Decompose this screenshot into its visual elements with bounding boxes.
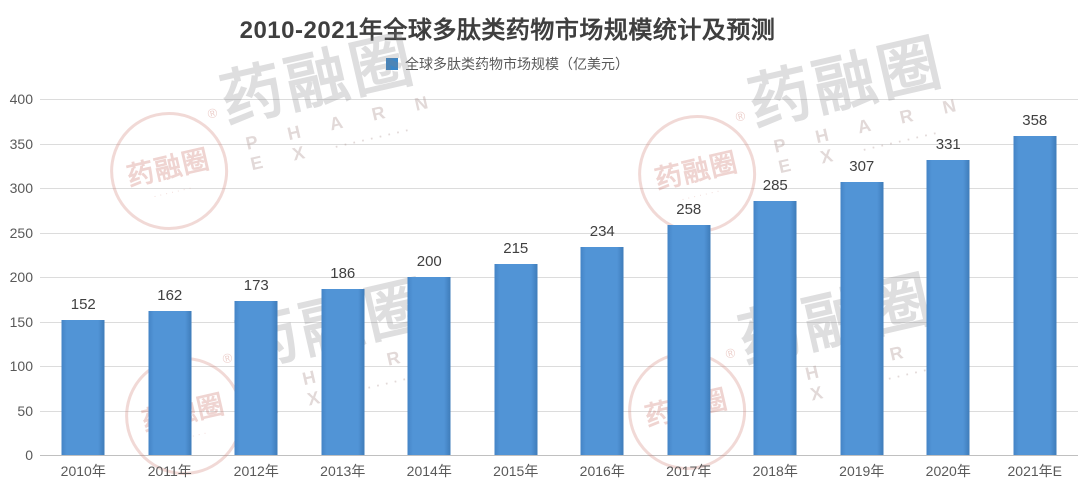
bar xyxy=(580,246,624,455)
legend-label: 全球多肽类药物市场规模（亿美元） xyxy=(405,56,629,72)
bar-column: 234 xyxy=(559,99,646,455)
bar-value-label: 358 xyxy=(1022,112,1048,130)
x-axis-label: 2013年 xyxy=(320,463,366,479)
plot-area: 152 162 173 186 200 215 234 258 285 307 331 358 xyxy=(40,99,1078,455)
gridline xyxy=(40,143,1078,145)
bar xyxy=(148,310,192,455)
x-axis-label: 2017年 xyxy=(666,463,712,479)
bar xyxy=(840,181,884,455)
bar-value-label: 173 xyxy=(243,277,269,295)
bar-value-label: 200 xyxy=(416,253,442,270)
x-axis-label: 2011年 xyxy=(147,463,192,479)
bar-column: 307 xyxy=(819,99,906,455)
bar-column: 358 xyxy=(992,99,1079,455)
x-axis: 2010年 2011年 2012年 2013年 2014年 2015年 2016年 2017年… xyxy=(40,461,1078,481)
bar xyxy=(407,277,451,455)
bar xyxy=(667,225,711,455)
bar-value-label: 152 xyxy=(70,295,96,313)
x-axis-label: 2012年 xyxy=(233,463,279,479)
page-title: 2010-2021年全球多肽类药物市场规模统计及预测 xyxy=(239,17,776,44)
bar-column: 285 xyxy=(732,99,819,455)
bar xyxy=(61,319,105,455)
bar-column: 331 xyxy=(905,99,992,455)
bar xyxy=(753,201,797,455)
bar xyxy=(234,301,278,455)
bar-column: 258 xyxy=(646,99,733,455)
bar-value-label: 331 xyxy=(935,136,961,154)
bar-column: 152 xyxy=(40,99,127,455)
x-axis-label: 2015年 xyxy=(493,463,539,479)
y-axis-label: 0 xyxy=(25,447,33,463)
bar-value-label: 258 xyxy=(676,201,702,219)
x-axis-label: 2010年 xyxy=(60,463,106,479)
legend-swatch-icon xyxy=(386,58,398,70)
y-axis-label: 200 xyxy=(9,269,33,285)
bar-value-label: 215 xyxy=(503,239,529,257)
gridline xyxy=(40,232,1078,234)
bar-value-label: 285 xyxy=(762,177,788,195)
x-axis-label: 2020年 xyxy=(925,463,971,479)
bar xyxy=(321,289,365,455)
x-axis-label: 2016年 xyxy=(579,463,625,479)
y-axis-label: 350 xyxy=(9,135,33,152)
bar-column: 162 xyxy=(127,99,214,455)
chart-header: 2010-2021年全球多肽类药物市场规模统计及预测 全球多肽类药物市场规模（亿… xyxy=(0,0,1015,74)
legend: 全球多肽类药物市场规模（亿美元） xyxy=(0,54,1015,74)
y-axis-label: 250 xyxy=(9,224,33,241)
y-axis-label: 50 xyxy=(17,402,33,419)
bar xyxy=(926,160,970,455)
x-axis-label: 2019年 xyxy=(839,463,885,479)
y-axis-label: 150 xyxy=(9,313,33,330)
bar xyxy=(494,263,538,455)
bar-value-label: 234 xyxy=(589,222,615,240)
bar-column: 186 xyxy=(300,99,387,455)
bar-value-label: 307 xyxy=(849,157,875,175)
gridlines xyxy=(40,99,1078,456)
bar-value-label: 162 xyxy=(157,286,183,304)
gridline xyxy=(40,277,1078,278)
bar-column: 200 xyxy=(386,99,473,455)
x-axis-label: 2021年E xyxy=(1007,463,1062,479)
gridline xyxy=(40,99,1078,100)
y-axis-label: 400 xyxy=(9,91,33,107)
x-axis-label: 2018年 xyxy=(752,463,798,479)
gridline xyxy=(40,410,1078,412)
gridline xyxy=(40,455,1078,456)
gridline xyxy=(40,188,1078,189)
y-axis: 0 50 100 150 200 250 300 350 400 xyxy=(0,0,33,491)
gridline xyxy=(40,366,1078,367)
y-axis-label: 300 xyxy=(9,180,33,196)
gridline xyxy=(40,321,1078,323)
x-axis-label: 2014年 xyxy=(406,463,452,479)
bar-column: 215 xyxy=(473,99,560,455)
y-axis-label: 100 xyxy=(9,358,33,374)
bar-value-label: 186 xyxy=(330,265,356,283)
bar-column: 173 xyxy=(213,99,300,455)
bar xyxy=(1013,136,1057,455)
